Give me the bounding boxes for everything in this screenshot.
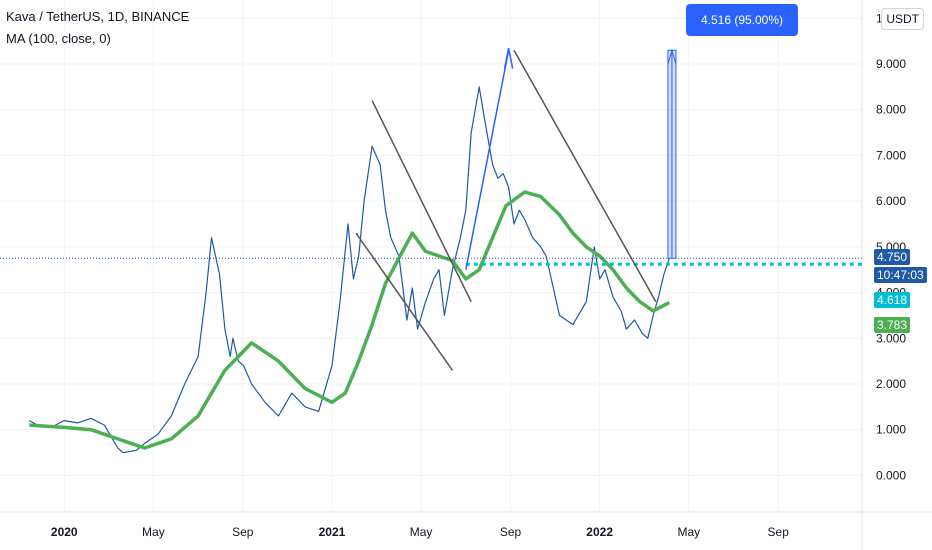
x-tick-label: May (142, 525, 165, 539)
x-tick-label: 2020 (51, 525, 78, 539)
ma-value-badge: 3.783 (874, 317, 911, 333)
y-tick-label: 3.000 (876, 331, 906, 345)
y-tick-label: 2.000 (876, 377, 906, 391)
price-badge-2: 4.618 (874, 292, 911, 308)
price-line (29, 86, 670, 454)
x-tick-label: May (677, 525, 700, 539)
symbol-legend[interactable]: Kava / TetherUS, 1D, BINANCE (6, 9, 190, 24)
x-tick-label: May (410, 525, 433, 539)
arrow-line (465, 50, 510, 270)
y-tick-label: 0.000 (876, 468, 906, 482)
trendline (355, 232, 454, 371)
x-tick-label: Sep (232, 525, 254, 539)
y-tick-label: 8.000 (876, 103, 906, 117)
x-tick-label: Sep (768, 525, 790, 539)
ma-legend[interactable]: MA (100, close, 0) (6, 31, 111, 46)
measure-arrow-head (667, 48, 677, 65)
currency-button[interactable]: USDT (881, 8, 924, 30)
y-tick-label: 6.000 (876, 194, 906, 208)
y-tick-label: 1.000 (876, 423, 906, 437)
ma-line (29, 190, 671, 450)
countdown-badge: 10:47:03 (874, 267, 927, 283)
y-tick-label: 7.000 (876, 148, 906, 162)
last-price-badge: 4.750 (874, 249, 911, 265)
arrow-head (503, 47, 514, 69)
trendline (513, 49, 657, 303)
measure-label: 4.516 (95.00%) 4516 (686, 4, 798, 59)
x-tick-label: 2021 (319, 525, 346, 539)
trendline (371, 100, 472, 303)
y-tick-label: 9.000 (876, 57, 906, 71)
x-tick-label: Sep (500, 525, 522, 539)
x-tick-label: 2022 (586, 525, 613, 539)
